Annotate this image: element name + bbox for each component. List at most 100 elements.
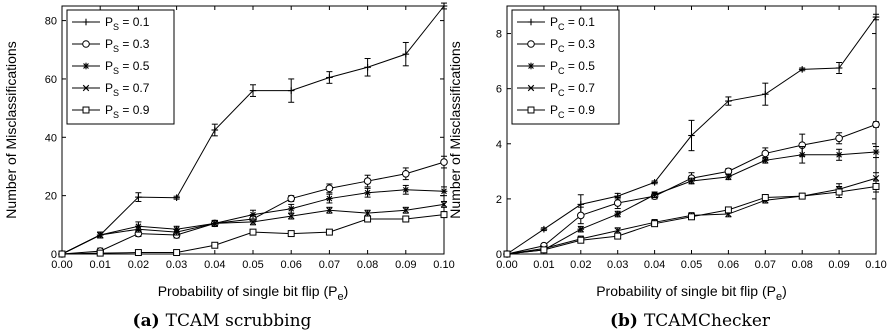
data-point xyxy=(211,220,218,227)
data-point xyxy=(688,132,695,139)
legend-marker xyxy=(527,106,535,114)
x-tick-label: 0.07 xyxy=(319,259,340,271)
caption-text: TCAMChecker xyxy=(644,311,771,331)
x-axis-label: Probability of single bit flip (Pe) xyxy=(596,283,787,303)
legend-entry: PC = 0.7 xyxy=(517,81,595,98)
y-tick-label: 8 xyxy=(496,29,502,41)
data-point xyxy=(503,250,511,258)
x-tick-label: 0.04 xyxy=(204,259,225,271)
legend-label-value: = 0.5 xyxy=(565,59,596,73)
x-tick-label: 0.09 xyxy=(395,259,416,271)
legend-label: PS = 0.9 xyxy=(105,103,150,120)
legend-marker xyxy=(82,84,90,92)
y-axis-label: Number of Misclassifications xyxy=(447,41,463,218)
x-axis-label-suffix: ) xyxy=(344,283,349,299)
data-point xyxy=(440,211,448,219)
data-point xyxy=(173,249,181,257)
x-tick-label: 0.08 xyxy=(791,259,812,271)
data-point xyxy=(135,193,142,201)
data-point xyxy=(798,151,806,159)
data-point xyxy=(211,241,219,249)
data-point xyxy=(287,194,296,203)
data-point xyxy=(577,225,585,233)
x-tick-label: 0.05 xyxy=(681,259,702,271)
data-point xyxy=(211,126,219,134)
legend-label-sub: S xyxy=(113,88,119,98)
legend-label-main: P xyxy=(550,59,558,73)
y-tick-label: 6 xyxy=(496,84,502,96)
data-point xyxy=(651,191,658,199)
data-point xyxy=(134,249,142,257)
data-point xyxy=(249,228,257,236)
legend-label-value: = 0.7 xyxy=(119,81,150,95)
subfigure-caption: (a) TCAM scrubbing xyxy=(133,311,312,331)
y-tick-label: 0 xyxy=(496,249,502,261)
data-point xyxy=(249,87,257,94)
data-point xyxy=(363,177,372,185)
data-point xyxy=(402,186,410,194)
data-point xyxy=(58,250,66,258)
series-line xyxy=(506,151,877,255)
legend-label-main: P xyxy=(550,37,558,51)
data-point xyxy=(614,210,621,218)
x-tick-label: 0.05 xyxy=(242,259,263,271)
legend-label: PC = 0.7 xyxy=(550,81,595,98)
data-point xyxy=(761,194,769,201)
x-tick-label: 0.10 xyxy=(865,259,886,271)
subfigure-caption: (b) TCAMChecker xyxy=(610,311,771,331)
data-point xyxy=(440,2,448,10)
data-point xyxy=(835,64,843,72)
legend: PS = 0.1PS = 0.3PS = 0.5PS = 0.7PS = 0.9 xyxy=(66,9,175,125)
data-point xyxy=(326,207,333,214)
data-point xyxy=(173,228,180,236)
data-point xyxy=(872,120,880,129)
x-axis-label-main: Probability of single bit flip (P xyxy=(596,283,776,299)
x-axis-label-sub: e xyxy=(776,291,782,303)
data-point xyxy=(402,207,409,214)
legend-entry: PC = 0.5 xyxy=(517,59,595,76)
data-point xyxy=(540,246,548,254)
data-point xyxy=(364,189,371,197)
x-tick-label: 0.03 xyxy=(166,259,187,271)
y-tick-label: 4 xyxy=(496,139,502,151)
y-axis-label: Number of Misclassifications xyxy=(3,41,19,218)
legend-label-sub: C xyxy=(558,88,565,98)
x-tick-label: 0.06 xyxy=(280,259,301,271)
data-point xyxy=(135,226,142,233)
series-square xyxy=(503,180,880,258)
data-point xyxy=(325,228,333,236)
legend-label-main: P xyxy=(550,15,558,29)
data-point xyxy=(440,187,448,195)
x-axis-label: Probability of single bit flip (Pe) xyxy=(158,283,349,303)
x-tick-label: 0.01 xyxy=(533,259,554,271)
data-point xyxy=(540,225,548,233)
data-point xyxy=(364,215,372,223)
legend-label-sub: S xyxy=(113,110,119,120)
x-tick-label: 0.10 xyxy=(433,259,454,271)
x-tick-label: 0.09 xyxy=(828,259,849,271)
x-tick-label: 0.06 xyxy=(718,259,739,271)
data-point xyxy=(651,220,659,228)
legend-label: PC = 0.3 xyxy=(550,37,595,54)
data-point xyxy=(688,177,695,185)
legend-label-main: P xyxy=(105,103,113,117)
data-point xyxy=(761,149,770,158)
chart-tcamchecker: 0.00 0.01 0.02 0.03 0.04 0.05 0.06 0.07 0.08 0.09… xyxy=(447,5,887,331)
x-tick-label: 0.02 xyxy=(570,259,591,271)
data-point xyxy=(96,249,104,257)
legend-label-value: = 0.3 xyxy=(119,37,150,51)
caption-text: TCAM scrubbing xyxy=(166,311,312,331)
legend-label-sub: C xyxy=(558,66,565,76)
legend-label-sub: C xyxy=(558,22,565,32)
legend-label-value: = 0.9 xyxy=(565,103,596,117)
legend-label-value: = 0.1 xyxy=(119,15,150,29)
data-point xyxy=(762,157,769,164)
data-point xyxy=(326,195,333,202)
data-point xyxy=(326,74,333,81)
legend-label: PS = 0.3 xyxy=(105,37,150,54)
data-point xyxy=(440,201,448,208)
data-point xyxy=(577,236,585,244)
data-point xyxy=(97,231,104,239)
data-point xyxy=(287,230,295,238)
